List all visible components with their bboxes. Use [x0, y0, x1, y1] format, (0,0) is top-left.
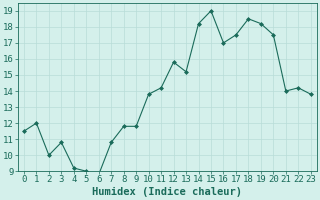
X-axis label: Humidex (Indice chaleur): Humidex (Indice chaleur) — [92, 187, 242, 197]
